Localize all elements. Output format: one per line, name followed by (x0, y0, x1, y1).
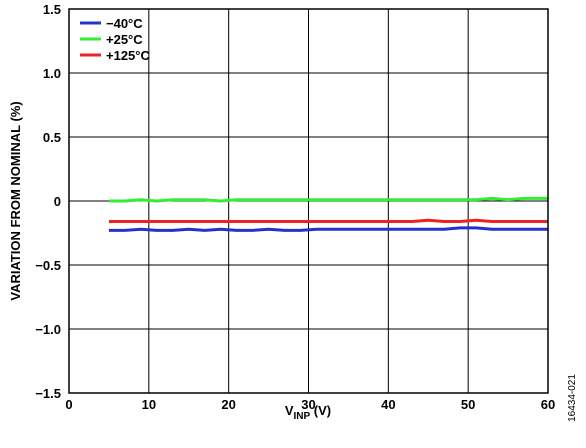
x-tick-label: 40 (381, 397, 395, 412)
legend: −40°C+25°C+125°C (80, 16, 150, 63)
y-tick-label: 0 (54, 194, 61, 209)
x-axis-label-main: V (285, 403, 294, 418)
y-axis-label: VARIATION FROM NOMINAL (%) (8, 101, 23, 300)
y-tick-label: −0.5 (35, 258, 61, 273)
x-tick-label: 10 (142, 397, 156, 412)
y-tick-labels: 1.5 1.0 0.5 0 −0.5 −1.0 −1.5 (35, 2, 61, 401)
legend-label: +25°C (106, 32, 143, 47)
plot-frame (68, 8, 549, 394)
x-tick-label: 60 (541, 397, 555, 412)
x-axis-label-subscript: INP (294, 411, 311, 422)
series-line-0 (108, 226, 548, 232)
y-tick-label: −1.5 (35, 386, 61, 401)
x-tick-labels: 0 10 20 30 40 50 60 (65, 397, 555, 412)
figure-id: 16434-021 (567, 374, 578, 422)
y-tick-label: 0.5 (43, 130, 61, 145)
series-line-2 (108, 218, 548, 223)
series-line-1 (108, 196, 548, 203)
x-tick-label: 20 (221, 397, 235, 412)
x-tick-label: 50 (461, 397, 475, 412)
legend-label: +125°C (106, 48, 150, 63)
x-axis-label-unit: (V) (310, 403, 331, 418)
series-lines (108, 196, 548, 232)
x-tick-label: 30 (301, 397, 315, 412)
x-axis-label: VINP (V) (285, 403, 331, 422)
y-tick-label: 1.5 (43, 2, 61, 17)
legend-label: −40°C (106, 16, 143, 31)
y-tick-label: 1.0 (43, 66, 61, 81)
y-tick-label: −1.0 (35, 322, 61, 337)
x-tick-label: 0 (65, 397, 72, 412)
